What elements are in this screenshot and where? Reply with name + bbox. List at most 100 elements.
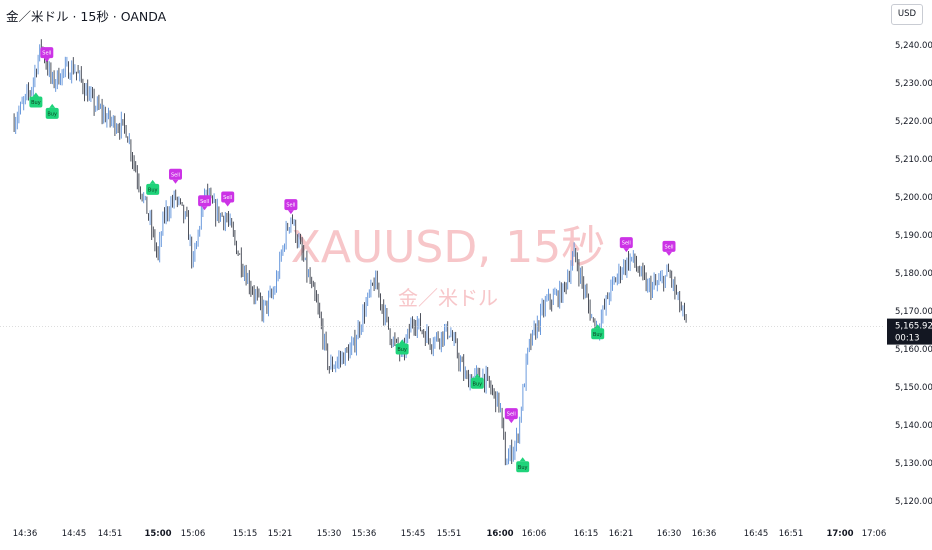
buy-marker-box <box>591 328 605 340</box>
buy-signal-marker[interactable]: Buy <box>146 179 160 195</box>
sell-marker-box <box>619 237 633 249</box>
sell-marker-label: Sell <box>223 195 232 201</box>
y-tick-label: 5,170.000 <box>895 307 932 317</box>
x-tick-label: 16:36 <box>692 529 717 539</box>
x-tick-label: 15:30 <box>317 529 342 539</box>
x-tick-label: 15:15 <box>233 529 258 539</box>
buy-marker-box <box>146 183 160 195</box>
x-tick-label: 14:36 <box>13 529 38 539</box>
y-tick-label: 5,220.000 <box>895 117 932 127</box>
y-tick-label: 5,190.000 <box>895 231 932 241</box>
last-price-label: 5,165.925 <box>895 322 932 332</box>
sell-marker-pointer <box>201 206 208 211</box>
y-tick-label: 5,130.000 <box>895 459 932 469</box>
sell-marker-box <box>662 240 676 252</box>
sell-signal-marker[interactable]: Sell <box>662 240 676 256</box>
buy-signal-marker[interactable]: Buy <box>516 457 530 473</box>
sell-signal-marker[interactable]: Sell <box>619 237 633 253</box>
y-tick-label: 5,140.000 <box>895 421 932 431</box>
sell-marker-pointer <box>508 419 515 424</box>
last-price-box <box>887 318 932 345</box>
x-tick-label: 15:06 <box>181 529 206 539</box>
buy-marker-pointer <box>519 457 526 462</box>
sell-signal-marker[interactable]: Sell <box>504 408 518 424</box>
sell-marker-box <box>169 168 182 180</box>
sell-marker-label: Sell <box>171 172 180 178</box>
sell-marker-pointer <box>224 202 231 207</box>
sell-signal-marker[interactable]: Sell <box>198 195 212 211</box>
sell-marker-label: Sell <box>42 51 51 57</box>
buy-marker-label: Buy <box>31 100 41 106</box>
buy-marker-pointer <box>49 103 56 108</box>
x-tick-label: 16:00 <box>486 529 513 539</box>
buy-marker-pointer <box>149 179 156 184</box>
buy-marker-pointer <box>594 324 601 329</box>
candles <box>13 39 687 466</box>
y-tick-label: 5,230.000 <box>895 79 932 89</box>
sell-marker-box <box>504 408 518 420</box>
buy-marker-label: Buy <box>397 347 407 353</box>
buy-signal-marker[interactable]: Buy <box>29 92 43 108</box>
sell-marker-pointer <box>43 58 50 63</box>
buy-marker-box <box>470 377 484 389</box>
y-tick-label: 5,150.000 <box>895 383 932 393</box>
x-tick-label: 14:51 <box>98 529 123 539</box>
buy-marker-box <box>29 96 43 108</box>
buy-marker-pointer <box>32 92 39 97</box>
buy-signal-marker[interactable]: Buy <box>395 339 409 355</box>
countdown-label: 00:13 <box>895 334 920 344</box>
x-tick-label: 15:51 <box>437 529 462 539</box>
sell-marker-box <box>284 199 298 211</box>
x-tick-label: 16:45 <box>744 529 769 539</box>
buy-marker-label: Buy <box>518 465 528 471</box>
currency-button[interactable]: USD <box>891 4 923 25</box>
buy-signal-marker[interactable]: Buy <box>470 373 484 389</box>
sell-marker-pointer <box>287 210 294 215</box>
sell-signal-marker[interactable]: Sell <box>40 47 54 63</box>
watermark-description: 金／米ドル <box>398 286 498 310</box>
y-tick-label: 5,210.000 <box>895 155 932 165</box>
x-tick-label: 17:06 <box>862 529 887 539</box>
y-tick-label: 5,240.000 <box>895 41 932 51</box>
sell-marker-label: Sell <box>507 412 516 418</box>
sell-marker-pointer <box>172 179 179 184</box>
x-tick-label: 16:06 <box>522 529 547 539</box>
buy-marker-label: Buy <box>47 112 57 118</box>
sell-marker-box <box>40 47 54 59</box>
buy-marker-pointer <box>474 373 481 378</box>
sell-signal-marker[interactable]: Sell <box>284 199 298 215</box>
buy-marker-label: Buy <box>473 381 483 387</box>
sell-marker-label: Sell <box>622 241 631 247</box>
x-tick-label: 15:36 <box>352 529 377 539</box>
buy-marker-box <box>395 343 409 355</box>
x-tick-label: 16:15 <box>574 529 599 539</box>
y-tick-label: 5,120.000 <box>895 497 932 507</box>
sell-marker-label: Sell <box>664 245 673 251</box>
sell-marker-pointer <box>623 248 630 253</box>
x-tick-label: 15:00 <box>144 529 171 539</box>
y-tick-label: 5,180.000 <box>895 269 932 279</box>
x-tick-label: 16:30 <box>657 529 682 539</box>
sell-signal-marker[interactable]: Sell <box>169 168 182 184</box>
buy-marker-box <box>516 461 530 473</box>
chart-title: 金／米ドル · 15秒 · OANDA <box>6 9 167 24</box>
y-tick-label: 5,160.000 <box>895 345 932 355</box>
x-tick-label: 16:21 <box>609 529 634 539</box>
watermark-symbol: XAUUSD, 15秒 <box>291 222 605 273</box>
buy-signal-marker[interactable]: Buy <box>591 324 605 340</box>
x-tick-label: 17:00 <box>826 529 853 539</box>
x-tick-label: 15:21 <box>268 529 293 539</box>
sell-marker-pointer <box>666 251 672 256</box>
buy-marker-label: Buy <box>593 332 603 338</box>
sell-marker-box <box>221 191 235 203</box>
x-tick-label: 14:45 <box>62 529 87 539</box>
sell-marker-label: Sell <box>200 199 209 205</box>
x-tick-label: 15:45 <box>401 529 426 539</box>
buy-marker-pointer <box>399 339 406 344</box>
x-tick-label: 16:51 <box>779 529 804 539</box>
buy-signal-marker[interactable]: Buy <box>45 103 59 119</box>
sell-signal-marker[interactable]: Sell <box>221 191 235 207</box>
y-tick-label: 5,200.000 <box>895 193 932 203</box>
